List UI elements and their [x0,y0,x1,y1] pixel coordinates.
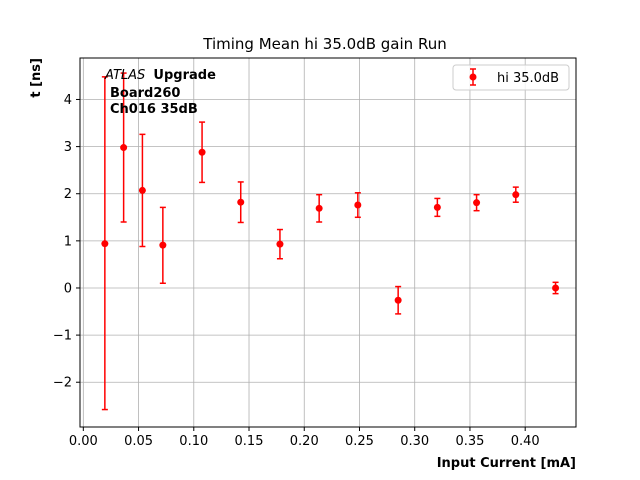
data-point [101,240,109,248]
data-point [276,240,284,248]
atlas-annotation: ATLAS Upgrade Board260 Ch016 35dB [104,68,216,117]
y-tick-label: 0 [64,281,72,296]
legend-marker [469,73,477,81]
data-point [354,201,362,209]
data-point [138,186,146,194]
annotation-upgrade: Upgrade [153,68,216,83]
x-tick-label: 0.05 [124,434,153,449]
data-point [394,296,402,304]
x-tick-label: 0.15 [235,434,264,449]
x-tick-label: 0.40 [511,434,540,449]
x-tick-label: 0.25 [345,434,374,449]
y-axis-label: t [ns] [29,58,44,98]
plot-frame [79,57,577,428]
x-axis: 0.00 0.05 0.10 0.15 0.20 0.25 0.30 0.35 0.40 [69,427,540,449]
annotation-channel: Ch016 35dB [110,102,198,117]
x-tick-label: 0.20 [290,434,319,449]
data-point [120,144,128,152]
x-tick-label: 0.10 [179,434,208,449]
annotation-line-1: ATLAS Upgrade [104,68,216,83]
series-layer [101,72,560,411]
data-point [552,284,560,292]
data-point [315,204,323,212]
x-tick-label: 0.35 [455,434,484,449]
x-axis-label: Input Current [mA] [437,456,576,471]
series [101,72,560,411]
grid [80,58,576,427]
y-tick-label: 3 [64,140,72,155]
y-axis: −2 −1 0 1 2 3 4 [53,93,80,391]
legend: hi 35.0dB [452,64,570,91]
chart-title: Timing Mean hi 35.0dB gain Run [202,35,446,53]
annotation-board: Board260 [110,86,180,101]
y-tick-label: −2 [53,376,72,391]
y-tick-label: 1 [64,234,72,249]
x-tick-label: 0.00 [69,434,98,449]
y-tick-label: 2 [64,187,72,202]
data-point [198,148,206,156]
annotation-atlas: ATLAS [104,68,145,83]
legend-box [452,64,570,91]
data-point [512,191,520,199]
data-point [237,198,245,206]
y-tick-label: −1 [53,329,72,344]
data-point [159,241,167,249]
data-point [433,203,441,211]
legend-label: hi 35.0dB [497,71,559,86]
data-point [473,199,481,207]
x-tick-label: 0.30 [400,434,429,449]
y-tick-label: 4 [64,93,72,108]
